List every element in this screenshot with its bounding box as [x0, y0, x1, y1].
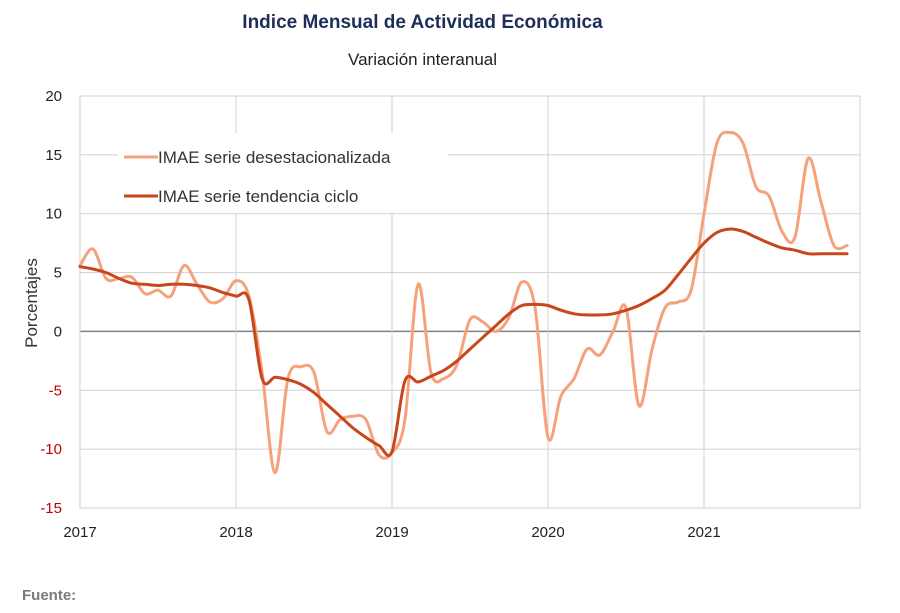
y-tick-label: -10	[40, 441, 62, 458]
y-tick-label: -15	[40, 500, 62, 517]
legend-label-trend-cycle: IMAE serie tendencia ciclo	[158, 187, 358, 206]
legend: IMAE serie desestacionalizada IMAE serie…	[118, 133, 448, 213]
chart-title: Indice Mensual de Actividad Económica	[242, 12, 603, 33]
x-tick-label: 2019	[375, 524, 408, 541]
legend-label-seasonally-adjusted: IMAE serie desestacionalizada	[158, 148, 391, 167]
y-tick-label: 5	[54, 265, 62, 282]
chart-subtitle: Variación interanual	[348, 50, 497, 69]
y-tick-label: 20	[45, 88, 62, 105]
series	[78, 130, 849, 475]
y-tick-label: 15	[45, 147, 62, 164]
y-tick-label: 10	[45, 206, 62, 223]
source-label: Fuente:	[22, 587, 77, 604]
legend-box	[118, 133, 448, 213]
x-tick-label: 2021	[687, 524, 720, 541]
y-tick-label: -5	[49, 382, 62, 399]
x-tick-label: 2020	[531, 524, 564, 541]
y-tick-label: 0	[54, 323, 62, 340]
series-line-seasonally-adjusted	[78, 130, 849, 475]
series-line-trend-cycle	[78, 227, 849, 457]
x-tick-label: 2017	[63, 524, 96, 541]
x-tick-label: 2018	[219, 524, 252, 541]
y-axis-label: Porcentajes	[22, 258, 41, 348]
